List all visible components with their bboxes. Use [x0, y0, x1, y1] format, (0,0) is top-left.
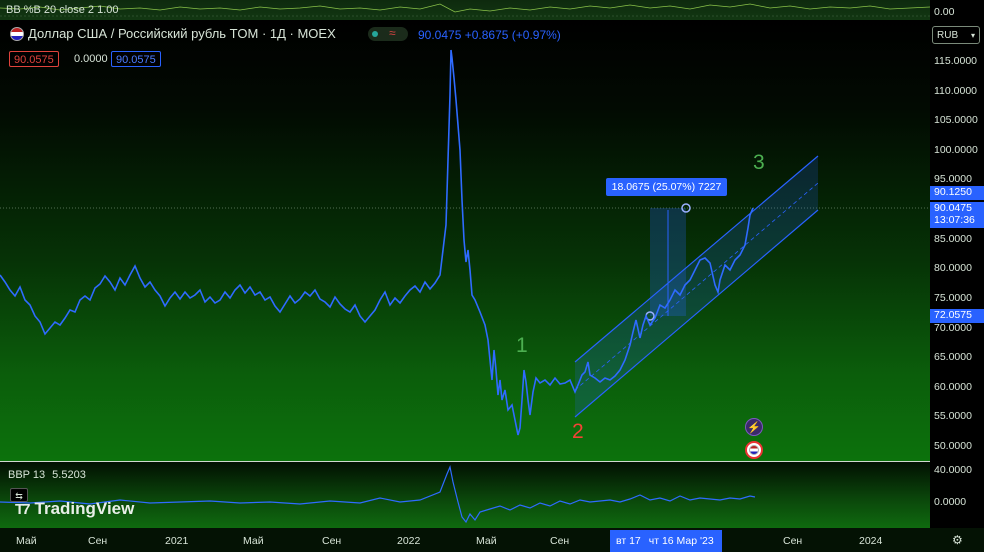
- time-label: Май: [16, 535, 37, 547]
- bbp-legend: BBP 13 5.5203: [8, 469, 86, 481]
- price-axis[interactable]: [930, 0, 984, 528]
- symbol-legend[interactable]: Доллар США / Российский рубль TOM · 1Д ·…: [10, 26, 336, 41]
- wave-label-1[interactable]: 1: [516, 334, 528, 357]
- bb-percent-b-line: [0, 3, 931, 17]
- crosshair-time-label: вт 17 чт 16 Мар '23: [610, 530, 722, 552]
- bbp-chart-svg: [0, 464, 756, 524]
- price-tick: 65.0000: [934, 351, 972, 363]
- crosshair-date: чт 16 Мар '23: [648, 535, 714, 547]
- bb-percent-b-label: BB %B 20 close 2: [6, 4, 95, 16]
- bar-countdown: 13:07:36: [934, 214, 975, 226]
- price-tick: 80.0000: [934, 262, 972, 274]
- collapse-pane-button[interactable]: ⇆: [10, 488, 28, 502]
- bb-percent-b-value: 1.00: [97, 4, 119, 16]
- channel-mid-line: [574, 182, 819, 391]
- price-tick: 115.0000: [934, 55, 978, 67]
- wave-label-2[interactable]: 2: [572, 420, 584, 443]
- measure-label[interactable]: 18.0675 (25.07%) 7227: [606, 178, 727, 196]
- sell-badge[interactable]: 90.0575: [9, 51, 59, 67]
- lightning-icon: ⚡: [747, 421, 761, 434]
- time-label: Сен: [322, 535, 342, 547]
- price-tick: 100.0000: [934, 144, 978, 156]
- collapse-icon: ⇆: [15, 491, 23, 501]
- main-price-pane[interactable]: [0, 20, 930, 461]
- pane-divider[interactable]: [0, 461, 984, 462]
- time-label: 2024: [859, 535, 883, 547]
- price-tick: 110.0000: [934, 85, 978, 97]
- price-tick: 50.0000: [934, 440, 972, 452]
- wave-label-3[interactable]: 3: [753, 151, 765, 174]
- bb-percent-b-pane[interactable]: [0, 0, 931, 20]
- price-tick: 55.0000: [934, 410, 972, 422]
- time-label: 2022: [397, 535, 421, 547]
- time-label: Май: [476, 535, 497, 547]
- bbp-series-line: [0, 464, 756, 524]
- bb-percent-b-legend: BB %B 20 close 2 1.00: [6, 4, 119, 16]
- buy-badge[interactable]: 90.0575: [111, 51, 161, 67]
- low-price-tag: 72.0575: [930, 309, 984, 323]
- time-label: 2021: [165, 535, 189, 547]
- chevron-down-icon: ▾: [970, 31, 975, 40]
- time-label: Сен: [88, 535, 108, 547]
- last-price-tag: 90.0475 13:07:36: [930, 202, 984, 228]
- events-button[interactable]: [745, 441, 763, 459]
- tradingview-mark-icon: T7: [15, 500, 30, 518]
- bbp-label: BBP 13: [8, 469, 46, 481]
- price-series-line: [0, 49, 754, 436]
- bbp-tick: 40.0000: [934, 464, 972, 476]
- time-axis[interactable]: [0, 528, 984, 552]
- last-price-value: 90.0475: [934, 202, 972, 214]
- measure-end-handle: [681, 203, 691, 213]
- bb-axis-tick: 0.00: [934, 6, 955, 18]
- price-tick: 75.0000: [934, 292, 972, 304]
- high-price-tag: 90.1250: [930, 186, 984, 200]
- price-tick: 70.0000: [934, 322, 972, 334]
- channel-lower-line: [574, 209, 819, 418]
- symbol-title: Доллар США / Российский рубль TOM · 1Д ·…: [28, 26, 336, 41]
- legend-toggle[interactable]: [368, 27, 408, 41]
- crosshair-day: вт 17: [616, 535, 641, 547]
- usd-flag-icon: [10, 26, 24, 41]
- price-tick: 85.0000: [934, 233, 972, 245]
- tradingview-brand: TradingView: [34, 499, 135, 518]
- price-tick: 105.0000: [934, 114, 978, 126]
- price-tick: 60.0000: [934, 381, 972, 393]
- currency-label: RUB: [937, 30, 959, 41]
- bbp-pane[interactable]: [0, 462, 930, 528]
- channel-fill: [575, 156, 818, 417]
- bbp-tick: 0.0000: [934, 496, 967, 508]
- time-label: Сен: [550, 535, 570, 547]
- gear-icon[interactable]: ⚙: [952, 533, 963, 547]
- legend-last: 90.0475: [418, 28, 462, 42]
- price-chart-svg: [0, 49, 930, 436]
- tradingview-logo[interactable]: T7 TradingView: [15, 499, 134, 519]
- time-label: Май: [243, 535, 264, 547]
- time-label: Сен: [783, 535, 803, 547]
- legend-price: 90.0475 +0.8675 (+0.97%): [418, 28, 561, 42]
- events-flag-icon: [749, 445, 759, 455]
- channel-upper-line: [574, 155, 819, 363]
- legend-change: +0.8675 (+0.97%): [464, 28, 561, 42]
- lightning-button[interactable]: ⚡: [745, 418, 763, 436]
- spread-badge: 0.0000: [74, 53, 108, 65]
- market-status-icon: [372, 31, 378, 37]
- bbp-value: 5.5203: [52, 469, 86, 481]
- currency-button[interactable]: RUB ▾: [932, 26, 980, 44]
- wave-icon: ≈: [389, 26, 396, 40]
- price-tick: 95.0000: [934, 173, 972, 185]
